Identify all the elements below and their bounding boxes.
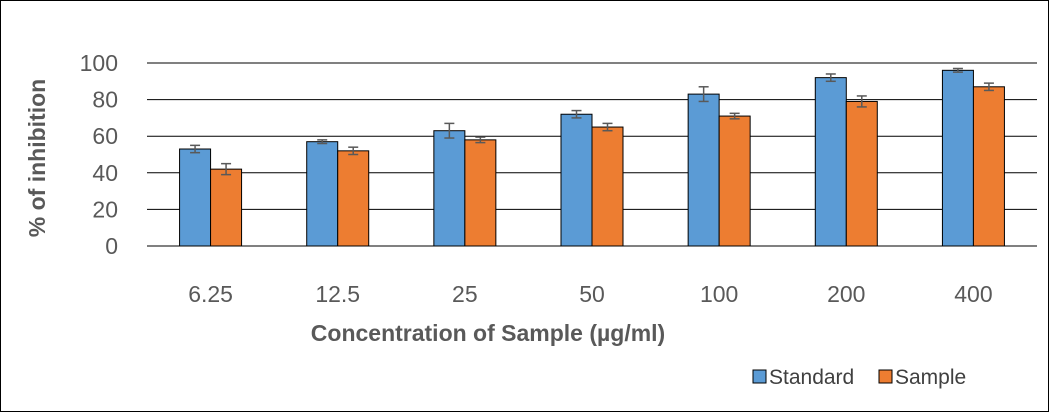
bar-sample-400 (972, 86, 1005, 247)
bar-sample-50 (591, 126, 624, 247)
error-bar (983, 82, 994, 92)
bar-standard-6.25 (179, 148, 212, 247)
bar-standard-25 (433, 130, 466, 247)
error-bar (571, 109, 582, 119)
x-tick-label: 6.25 (188, 281, 233, 307)
bar-sample-12.5 (337, 150, 370, 247)
error-bar (856, 95, 867, 108)
legend-item-sample: Sample (878, 366, 966, 389)
x-tick-label: 25 (452, 281, 478, 307)
x-tick-label: 200 (827, 281, 865, 307)
legend-label: Sample (895, 366, 966, 389)
y-tick-label: 0 (105, 233, 118, 259)
bar-standard-12.5 (306, 141, 339, 247)
legend: Standard Sample (752, 366, 966, 389)
bar-standard-50 (560, 113, 593, 247)
error-bar (190, 144, 201, 154)
bar-sample-6.25 (210, 168, 243, 247)
bar-standard-200 (814, 77, 847, 247)
x-tick-labels: 6.25 12.5 25 50 100 200 400 (188, 281, 992, 307)
y-tick-labels: 0 20 40 60 80 100 (80, 50, 118, 259)
bar-sample-200 (845, 100, 878, 247)
error-bar (348, 146, 359, 156)
bar-sample-100 (718, 115, 751, 247)
error-bar (444, 122, 455, 139)
error-bar (221, 162, 232, 176)
error-bar (317, 139, 328, 145)
legend-label: Standard (769, 366, 854, 389)
y-tick-label: 100 (80, 50, 118, 76)
error-bar (698, 86, 709, 103)
x-tick-label: 100 (700, 281, 738, 307)
error-bar (602, 122, 613, 132)
error-bar (475, 136, 486, 144)
y-tick-label: 20 (92, 196, 118, 222)
y-tick-label: 80 (92, 87, 118, 113)
x-axis-title: Concentration of Sample (µg/ml) (311, 320, 665, 346)
x-tick-label: 50 (579, 281, 605, 307)
error-bar (729, 112, 740, 120)
x-tick-label: 12.5 (315, 281, 360, 307)
error-bars (190, 67, 994, 176)
bar-sample-25 (464, 139, 497, 247)
error-bar (952, 67, 963, 73)
legend-swatch (752, 369, 767, 384)
bar-standard-100 (687, 93, 720, 247)
x-tick-label: 400 (954, 281, 992, 307)
bar-standard-400 (941, 69, 974, 247)
y-axis-title: % of inhibition (24, 79, 50, 237)
y-tick-label: 40 (92, 160, 118, 186)
error-bar (825, 73, 836, 83)
bars (179, 69, 1005, 247)
y-tick-label: 60 (92, 123, 118, 149)
legend-swatch (878, 369, 893, 384)
legend-item-standard: Standard (752, 366, 854, 389)
